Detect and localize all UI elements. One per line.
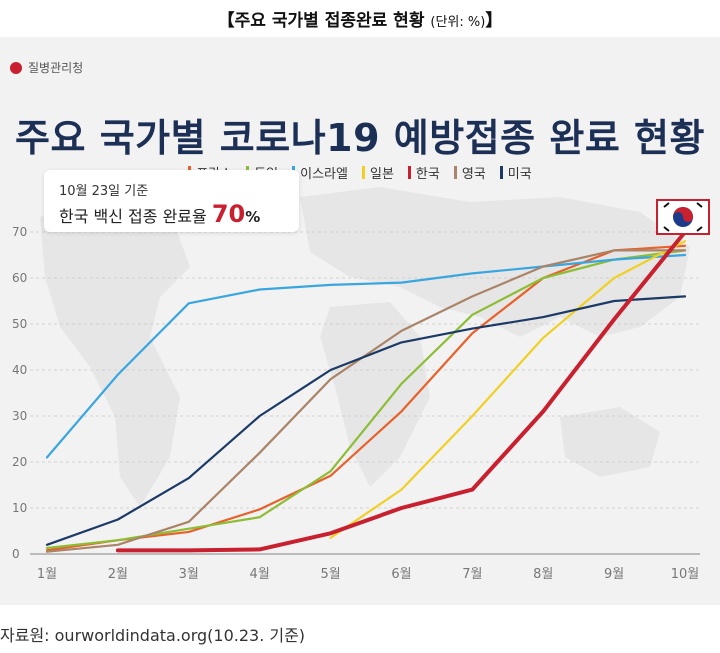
gridlines — [30, 231, 700, 555]
callout-value: 70 — [211, 200, 246, 228]
y-tick-label: 20 — [12, 455, 27, 469]
x-tick-label: 5월 — [320, 567, 340, 582]
callout-line: 한국 백신 접종 완료율 70% — [59, 200, 260, 228]
legend-label: 이스라엘 — [300, 167, 348, 182]
brand: 질병관리청 — [10, 59, 83, 76]
y-tick-label: 40 — [12, 363, 27, 377]
legend-item-4: 한국 — [407, 163, 440, 182]
legend-swatch — [407, 166, 411, 179]
x-tick-label: 9월 — [604, 567, 624, 582]
x-axis-ticks: 1월 2월 3월 4월 5월 6월 7월 8월 9월 10월 — [37, 567, 699, 582]
caption-close: 】 — [485, 11, 503, 31]
y-tick-label: 30 — [12, 409, 27, 423]
legend-label: 미국 — [507, 167, 532, 182]
series-line-3 — [329, 240, 687, 539]
x-tick-label: 10월 — [671, 567, 700, 582]
callout-date: 10월 23일 기준 — [59, 184, 149, 199]
callout-unit: % — [245, 208, 261, 226]
x-tick-label: 4월 — [250, 567, 270, 582]
y-axis-ticks: 0 10 20 30 40 50 60 70 — [12, 225, 27, 561]
series-line-6 — [45, 295, 687, 546]
line-chart: 0 10 20 30 40 50 60 70 1월 2월 3월 4월 5월 6월 7월 8월 9월 10월 — [12, 187, 710, 582]
legend-swatch — [499, 166, 503, 179]
chart-title: 주요 국가별 코로나19 예방접종 완료 현황 — [15, 116, 705, 160]
series-line-4 — [115, 230, 687, 553]
legend-label: 영국 — [461, 167, 486, 182]
x-tick-label: 8월 — [533, 567, 553, 582]
x-tick-label: 2월 — [108, 567, 128, 582]
kdca-logo-icon — [10, 61, 22, 74]
series-lines — [45, 230, 687, 553]
continent-europe-asia — [300, 187, 690, 337]
y-tick-label: 70 — [12, 225, 27, 239]
x-tick-label: 3월 — [179, 567, 199, 582]
callout-text: 한국 백신 접종 완료율 — [59, 207, 212, 226]
legend-item-3: 일본 — [361, 163, 394, 182]
series-line-2 — [45, 253, 687, 459]
image-caption: 【주요 국가별 접종완료 현황 (단위: %)】 — [0, 6, 720, 31]
caption-title: 【주요 국가별 접종완료 현황 — [217, 11, 425, 31]
korea-flag-icon — [656, 199, 710, 235]
caption-unit: (단위: %) — [430, 15, 486, 30]
continent-australia — [560, 407, 660, 477]
legend-item-5: 영국 — [453, 163, 486, 182]
callout-box: 10월 23일 기준 한국 백신 접종 완료율 70% — [44, 170, 299, 232]
world-map-background — [40, 187, 690, 507]
legend-swatch — [361, 166, 365, 179]
series-line-0 — [45, 244, 687, 552]
legend-label: 일본 — [369, 167, 394, 182]
x-tick-label: 6월 — [391, 567, 411, 582]
y-tick-label: 50 — [12, 317, 27, 331]
source-note: 자료원: ourworldindata.org(10.23. 기준) — [0, 626, 306, 645]
legend-swatch — [453, 166, 457, 179]
y-tick-label: 0 — [12, 547, 20, 561]
x-tick-label: 7월 — [462, 567, 482, 582]
y-tick-label: 10 — [12, 501, 27, 515]
continent-americas — [40, 197, 190, 507]
legend-label: 한국 — [415, 167, 440, 182]
y-tick-label: 60 — [12, 271, 27, 285]
continent-africa — [320, 302, 430, 487]
brand-name: 질병관리청 — [28, 61, 84, 75]
legend-item-6: 미국 — [499, 163, 532, 182]
x-tick-label: 1월 — [37, 567, 57, 582]
